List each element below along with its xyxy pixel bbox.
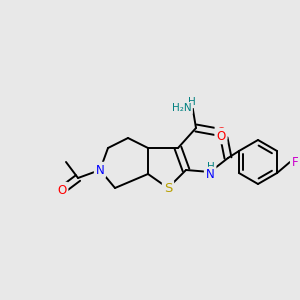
Text: H: H [207, 162, 215, 172]
Text: F: F [292, 155, 298, 169]
Text: H: H [188, 97, 196, 107]
Text: O: O [216, 125, 226, 139]
Text: N: N [206, 169, 214, 182]
Text: S: S [164, 182, 172, 194]
Text: O: O [216, 130, 226, 142]
Text: H₂N: H₂N [172, 103, 192, 113]
Text: O: O [57, 184, 67, 196]
Text: N: N [96, 164, 104, 176]
